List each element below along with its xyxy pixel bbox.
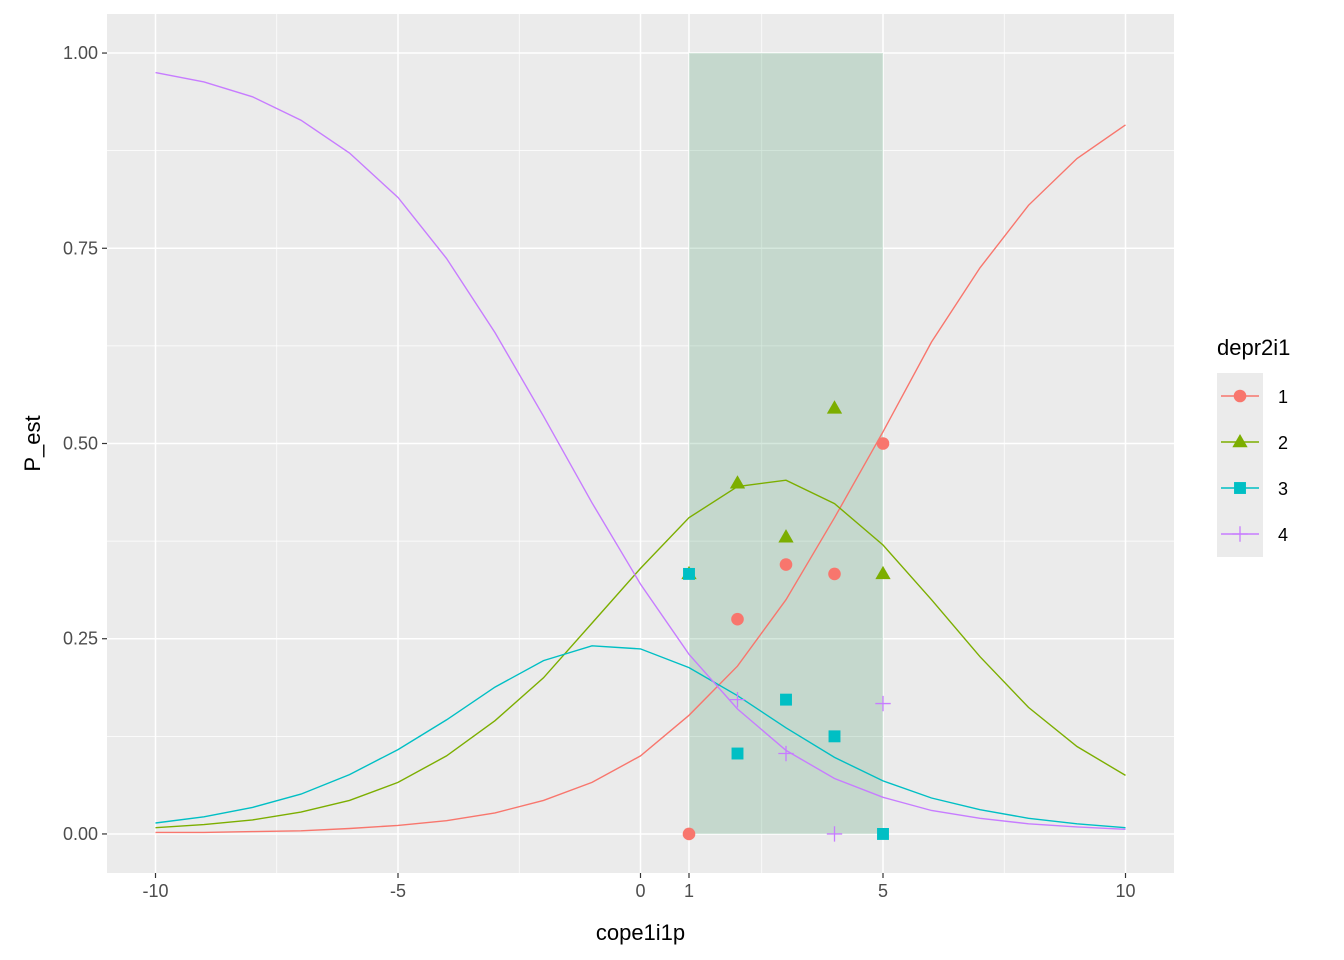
y-tick-label: 0.25: [63, 629, 98, 649]
x-tick-label: 10: [1115, 881, 1135, 901]
legend-key-marker: [1232, 433, 1248, 448]
series-points: [681, 400, 891, 842]
x-tick-label: 1: [684, 881, 694, 901]
legend-label: 4: [1278, 525, 1288, 545]
x-tick-label: -5: [390, 881, 406, 901]
x-tick-label: 0: [635, 881, 645, 901]
series-line-3: [155, 645, 1126, 829]
series-lines: [155, 71, 1126, 834]
y-tick-label: 1.00: [63, 43, 98, 63]
legend-label: 3: [1278, 479, 1288, 499]
data-point-1: [779, 558, 793, 571]
legend-title: depr2i1: [1217, 335, 1290, 360]
x-tick-label: -10: [142, 881, 168, 901]
series-line-1: [155, 124, 1126, 834]
y-axis-title: P_est: [20, 415, 45, 471]
data-point-4: [778, 745, 794, 762]
data-point-1: [876, 437, 890, 450]
data-point-4: [729, 691, 746, 708]
shaded-region-layer: [689, 53, 883, 834]
data-point-3: [731, 747, 744, 760]
data-point-3: [877, 828, 889, 840]
legend-label: 2: [1278, 433, 1288, 453]
data-point-1: [828, 567, 841, 581]
data-point-4: [826, 826, 843, 842]
x-tick-label: 5: [878, 881, 888, 901]
grid: [107, 14, 1174, 873]
data-point-1: [731, 612, 744, 626]
legend: depr2i1 1 2 3 4: [1217, 335, 1290, 557]
data-point-4: [875, 695, 891, 712]
data-point-2: [729, 475, 746, 489]
data-point-3: [828, 730, 841, 743]
data-point-1: [682, 827, 696, 841]
series-line-2: [155, 479, 1126, 829]
data-point-2: [875, 565, 891, 580]
legend-key-marker: [1233, 389, 1247, 403]
data-point-3: [683, 567, 695, 580]
legend-key-marker: [1232, 526, 1248, 542]
axes: 0.00 0.25 0.50 0.75 1.00 -10 -5 0 1 5 10: [63, 43, 1136, 901]
legend-label: 1: [1278, 387, 1288, 407]
x-axis-title: cope1i1p: [596, 920, 685, 945]
legend-key-marker: [1234, 482, 1246, 494]
shaded-region: [689, 53, 883, 834]
series-line-4: [155, 71, 1126, 830]
data-point-2: [778, 529, 794, 543]
y-tick-label: 0.75: [63, 238, 98, 258]
data-point-3: [780, 693, 792, 706]
y-tick-label: 0.00: [63, 824, 98, 844]
data-point-2: [826, 400, 843, 414]
y-tick-label: 0.50: [63, 434, 98, 454]
